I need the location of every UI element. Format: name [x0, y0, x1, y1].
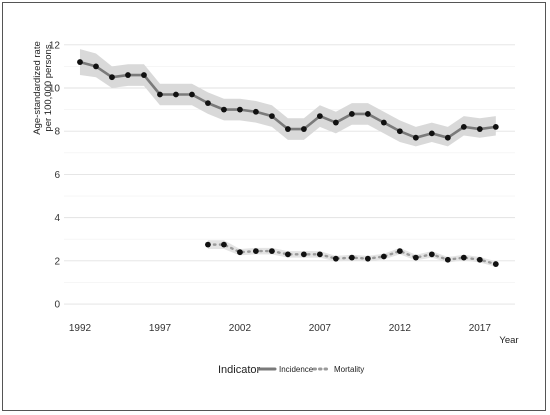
data-point-incidence: [93, 63, 99, 70]
data-point-incidence: [396, 128, 403, 135]
data-point-incidence: [125, 72, 131, 78]
data-point-mortality: [380, 253, 387, 260]
x-tick-labels: 1992 1997 2002 2007 2012 2017: [69, 323, 492, 334]
data-point-incidence: [428, 130, 435, 137]
legend-label-incidence: Incidence: [279, 365, 314, 374]
data-point-incidence: [141, 72, 147, 78]
x-tick-label: 2007: [309, 323, 332, 334]
x-tick-label: 2012: [389, 323, 412, 334]
data-point-mortality: [332, 255, 339, 262]
y-tick-label: 8: [54, 127, 60, 138]
y-tick-label: 0: [54, 300, 60, 311]
data-point-incidence: [157, 91, 163, 98]
data-points: [77, 59, 499, 267]
data-point-incidence: [380, 119, 387, 126]
confidence-band-incidence: [79, 49, 496, 147]
data-point-incidence: [460, 123, 467, 130]
legend-item-mortality: Mortality: [312, 365, 364, 374]
data-point-mortality: [460, 254, 467, 261]
y-axis-label-line2: per 100,000 persons: [43, 44, 54, 131]
legend-label-mortality: Mortality: [334, 365, 364, 374]
data-point-incidence: [412, 134, 419, 141]
data-point-incidence: [444, 134, 451, 141]
data-point-incidence: [221, 106, 227, 113]
legend-item-incidence: Incidence: [257, 365, 314, 374]
x-tick-label: 2017: [469, 323, 492, 334]
data-point-incidence: [332, 119, 339, 126]
series-lines: [78, 60, 498, 266]
y-tick-label: 4: [54, 213, 60, 224]
data-point-mortality: [205, 241, 211, 248]
x-tick-label: 2002: [229, 323, 252, 334]
y-axis-label-line1: Age-standardized rate: [32, 41, 43, 134]
y-tick-label: 10: [49, 84, 61, 95]
data-point-incidence: [492, 123, 499, 130]
x-tick-label: 1997: [149, 323, 172, 334]
confidence-bands: [79, 49, 496, 267]
x-tick-label: 1992: [69, 323, 92, 334]
data-point-mortality: [476, 256, 483, 263]
data-point-mortality: [221, 241, 227, 248]
data-point-incidence: [300, 126, 307, 132]
data-point-incidence: [316, 113, 323, 119]
data-point-mortality: [285, 251, 291, 258]
legend: Indicator Incidence Mortality: [218, 364, 364, 376]
data-point-mortality: [300, 251, 307, 258]
data-point-mortality: [253, 248, 259, 255]
x-axis-label: Year: [499, 335, 518, 346]
data-point-incidence: [109, 74, 115, 81]
data-point-incidence: [173, 91, 179, 98]
y-tick-label: 12: [49, 40, 61, 51]
data-point-incidence: [237, 106, 243, 113]
data-point-incidence: [364, 111, 371, 117]
legend-title: Indicator: [218, 364, 261, 376]
y-tick-label: 2: [54, 256, 60, 267]
y-tick-label: 6: [54, 170, 60, 181]
data-point-incidence: [77, 59, 83, 65]
data-point-mortality: [316, 251, 323, 258]
data-point-mortality: [444, 256, 451, 263]
data-point-mortality: [237, 249, 243, 256]
data-point-mortality: [412, 254, 419, 261]
data-point-mortality: [348, 254, 355, 261]
data-point-mortality: [492, 261, 499, 267]
data-point-incidence: [348, 111, 355, 117]
data-point-mortality: [428, 251, 435, 258]
data-point-mortality: [364, 255, 371, 262]
confidence-band-mortality: [207, 240, 496, 267]
data-point-incidence: [253, 108, 259, 115]
data-point-incidence: [205, 100, 211, 107]
data-point-incidence: [285, 126, 291, 132]
data-point-mortality: [269, 248, 275, 255]
data-point-incidence: [189, 91, 195, 98]
y-tick-labels: 0 2 4 6 8 10 12: [49, 40, 61, 310]
data-point-incidence: [476, 126, 483, 132]
data-point-mortality: [396, 248, 403, 255]
data-point-incidence: [269, 113, 275, 119]
